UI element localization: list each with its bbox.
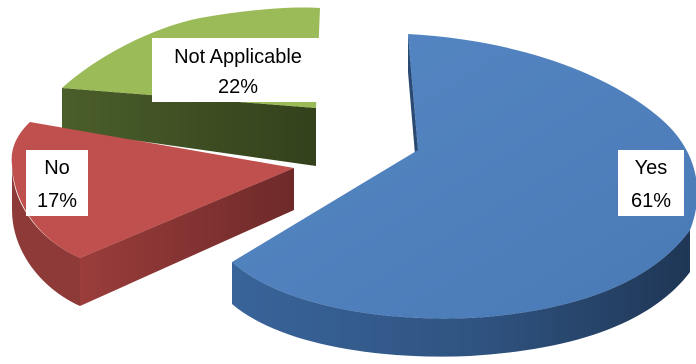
label-box-yes [618, 150, 684, 216]
slice-label-not-applicable-name: Not Applicable [174, 46, 302, 68]
slice-label-no-value: 17% [37, 190, 77, 212]
slice-yes-top [232, 34, 696, 319]
slice-yes-side [232, 230, 690, 357]
label-box-no [26, 150, 88, 216]
slice-no-side [12, 165, 80, 306]
pie-slice-yes [232, 34, 696, 357]
slice-label-not-applicable-value: 22% [218, 76, 258, 98]
slice-not-applicable-side [62, 88, 316, 166]
slice-label-yes-name: Yes [635, 157, 668, 179]
slice-label-no-name: No [44, 157, 70, 179]
label-box-not-applicable [152, 38, 324, 102]
slice-yes-inner-side [408, 34, 418, 190]
slice-no-side-front [80, 168, 294, 306]
slice-label-yes-value: 61% [631, 190, 671, 212]
